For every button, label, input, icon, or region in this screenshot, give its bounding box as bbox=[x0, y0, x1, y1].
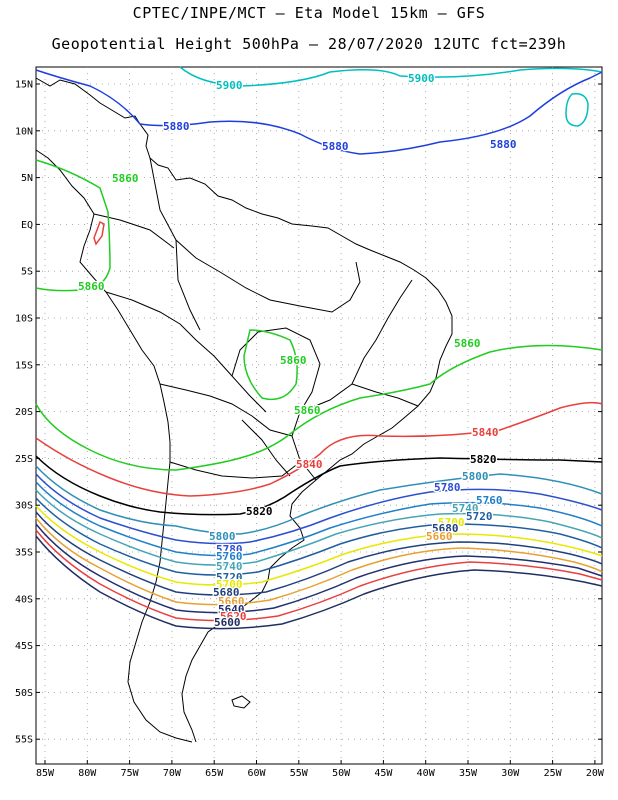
lat-tick-label: 5N bbox=[21, 173, 33, 184]
contour-label: 5660 bbox=[426, 530, 453, 543]
contour-label: 5680 bbox=[213, 586, 240, 599]
lat-tick-label: 50S bbox=[15, 688, 33, 699]
lat-tick-label: 15S bbox=[15, 360, 33, 371]
contour-label: 5640 bbox=[218, 603, 245, 616]
contour-5640 bbox=[35, 523, 603, 614]
lat-tick-label: EQ bbox=[21, 220, 33, 231]
contour-label: 5900 bbox=[408, 72, 435, 85]
contour-5800 bbox=[35, 465, 603, 535]
lat-tick-label: 40S bbox=[15, 594, 33, 605]
lon-tick-label: 65W bbox=[205, 768, 224, 779]
contour-5700 bbox=[35, 505, 603, 586]
map-title-line2: Geopotential Height 500hPa – 28/07/2020 … bbox=[51, 35, 567, 53]
contour-label: 5760 bbox=[476, 494, 503, 507]
contour-label: 5820 bbox=[246, 505, 273, 518]
lon-tick-label: 45W bbox=[374, 768, 393, 779]
contour-label: 5900 bbox=[216, 79, 243, 92]
lon-tick-label: 35W bbox=[459, 768, 478, 779]
contour-label: 5700 bbox=[216, 578, 243, 591]
lon-tick-label: 30W bbox=[501, 768, 520, 779]
contour-label: 5700 bbox=[438, 516, 465, 529]
lat-tick-label: 30S bbox=[15, 501, 33, 512]
contour-label: 5880 bbox=[490, 138, 517, 151]
lon-tick-label: 80W bbox=[78, 768, 97, 779]
contour-label: 5860 bbox=[78, 280, 105, 293]
contour-5900 bbox=[179, 66, 603, 87]
lat-tick-label: 5S bbox=[21, 267, 33, 278]
lon-tick-label: 85W bbox=[36, 768, 55, 779]
contour-label: 5860 bbox=[112, 172, 139, 185]
map-title-line1: CPTEC/INPE/MCT – Eta Model 15km – GFS bbox=[132, 4, 486, 22]
lon-tick-label: 55W bbox=[290, 768, 309, 779]
contour-label: 5780 bbox=[434, 481, 461, 494]
contour-label: 5860 bbox=[454, 337, 481, 350]
contour-5900-closed bbox=[565, 92, 589, 127]
contour-5860 bbox=[35, 159, 603, 471]
contour-5840-closed bbox=[93, 220, 105, 246]
contour-label: 5780 bbox=[216, 543, 243, 556]
lat-tick-label: 25S bbox=[15, 454, 33, 465]
contour-label: 5860 bbox=[280, 354, 307, 367]
contour-label: 5760 bbox=[216, 550, 243, 563]
contour-5880 bbox=[35, 69, 603, 155]
contour-label: 5720 bbox=[466, 510, 493, 523]
lon-tick-label: 40W bbox=[417, 768, 436, 779]
contour-label: 5600 bbox=[214, 616, 241, 629]
contour-label: 5820 bbox=[470, 453, 497, 466]
lon-tick-label: 70W bbox=[163, 768, 182, 779]
contour-label: 5680 bbox=[432, 522, 459, 535]
axis-ticks: 15N 10N 5N EQ 5S 10S 15S 20S 25S 30S 35S 40S 45S 50S 5… bbox=[15, 80, 605, 780]
contour-label: 5880 bbox=[322, 140, 349, 153]
contour-label: 5860 bbox=[294, 404, 321, 417]
lat-tick-label: 45S bbox=[15, 641, 33, 652]
contour-5780 bbox=[35, 473, 603, 545]
contour-label: 5720 bbox=[216, 571, 243, 584]
contour-label: 5740 bbox=[216, 560, 243, 573]
contour-5720 bbox=[35, 497, 603, 576]
contour-label: 5800 bbox=[209, 530, 236, 543]
contour-lines: 5900588058605840582058005780576057405720… bbox=[35, 66, 603, 630]
contour-5660 bbox=[35, 517, 603, 606]
lat-tick-label: 10S bbox=[15, 314, 33, 325]
contour-label: 5620 bbox=[220, 610, 247, 623]
contour-5740 bbox=[35, 489, 603, 566]
lon-tick-label: 50W bbox=[332, 768, 351, 779]
contour-label: 5840 bbox=[296, 458, 323, 471]
lat-tick-label: 35S bbox=[15, 548, 33, 559]
contour-label: 5840 bbox=[472, 426, 499, 439]
contour-label: 5800 bbox=[462, 470, 489, 483]
lon-tick-label: 60W bbox=[247, 768, 266, 779]
contour-label: 5740 bbox=[452, 502, 479, 515]
lon-tick-label: 25W bbox=[544, 768, 563, 779]
contour-5760 bbox=[35, 481, 603, 557]
contour-5680 bbox=[35, 511, 603, 596]
lat-tick-label: 20S bbox=[15, 407, 33, 418]
lon-tick-label: 75W bbox=[121, 768, 140, 779]
lat-tick-label: 55S bbox=[15, 735, 33, 746]
contour-5820 bbox=[35, 455, 603, 516]
coastlines-and-borders bbox=[35, 77, 453, 743]
contour-5600 bbox=[35, 535, 603, 630]
contour-label: 5660 bbox=[218, 595, 245, 608]
lat-tick-label: 10N bbox=[15, 126, 33, 137]
contour-label: 5880 bbox=[163, 120, 190, 133]
contour-5620 bbox=[35, 529, 603, 622]
lon-tick-label: 20W bbox=[586, 768, 605, 779]
contour-5840 bbox=[35, 401, 603, 497]
lat-tick-label: 15N bbox=[15, 80, 33, 91]
